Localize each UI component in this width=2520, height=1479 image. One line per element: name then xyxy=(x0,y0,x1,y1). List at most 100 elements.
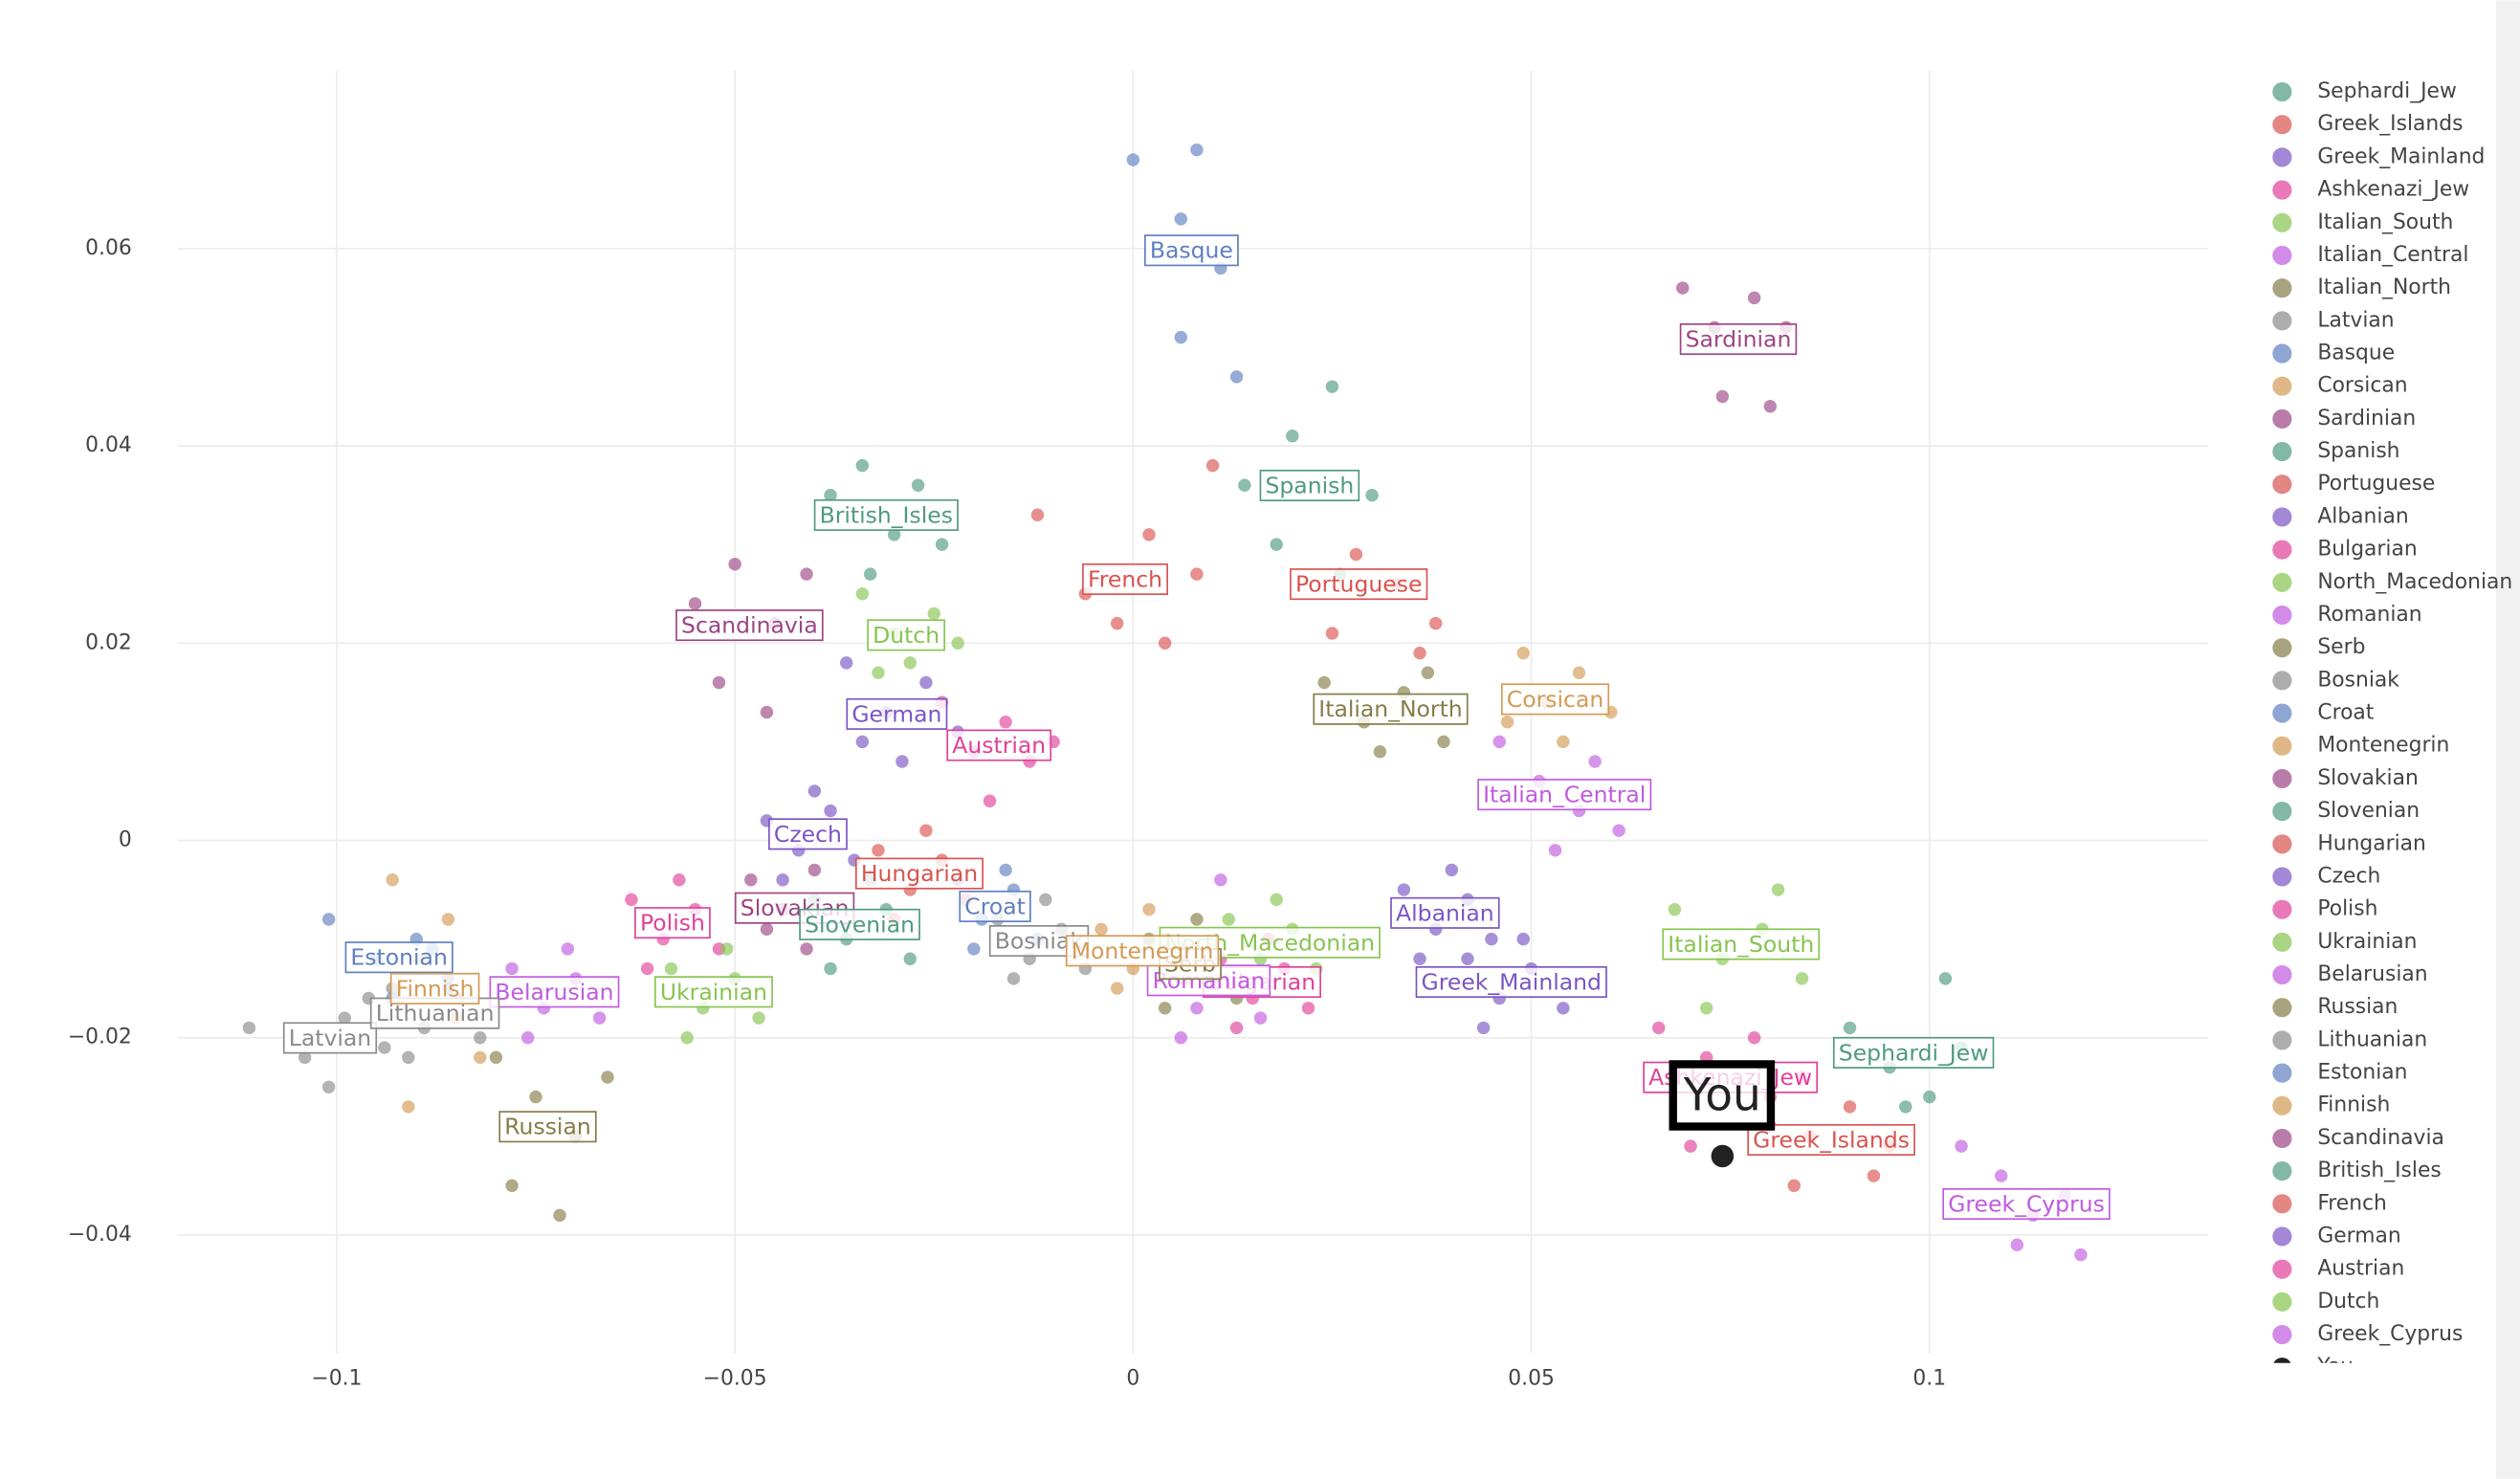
label-box xyxy=(1477,779,1652,811)
data-point xyxy=(1437,735,1450,749)
data-point xyxy=(1349,547,1363,562)
label-box xyxy=(1500,683,1610,716)
label-box xyxy=(799,908,920,940)
cluster-label: Estonian xyxy=(350,944,447,971)
data-point xyxy=(1142,902,1156,916)
label-box xyxy=(675,609,824,642)
legend-label: Croat xyxy=(2317,701,2374,725)
data-point xyxy=(402,1050,415,1065)
data-point xyxy=(2074,1247,2088,1262)
data-point xyxy=(1270,893,1283,907)
legend-marker xyxy=(2272,475,2292,495)
cluster-label: Scandinavia xyxy=(681,612,818,639)
legend-marker xyxy=(2272,802,2292,822)
x-tick-label: 0.05 xyxy=(1508,1367,1555,1391)
legend-marker xyxy=(2272,736,2292,756)
data-point xyxy=(520,1031,535,1045)
data-point xyxy=(1675,281,1690,295)
data-point xyxy=(1938,972,1953,985)
legend-marker xyxy=(2272,671,2292,691)
legend-label: Greek_Cyprus xyxy=(2317,1322,2463,1346)
data-point xyxy=(298,1050,312,1065)
label-box xyxy=(846,697,948,730)
data-point xyxy=(712,675,726,690)
y-tick-label: −0.04 xyxy=(68,1223,132,1247)
data-point xyxy=(1867,1169,1881,1182)
data-point xyxy=(1500,716,1514,729)
legend-label: Austrian xyxy=(2317,1257,2404,1281)
data-point xyxy=(1699,1002,1713,1015)
legend-marker xyxy=(2272,1095,2292,1115)
legend-marker xyxy=(2272,376,2292,396)
cluster-label: British_Isles xyxy=(820,501,953,528)
data-point xyxy=(1190,913,1204,926)
label-box xyxy=(959,890,1031,922)
legend-label: Estonian xyxy=(2317,1061,2407,1085)
label-box xyxy=(282,1022,378,1054)
legend-label: Sephardi_Jew xyxy=(2317,79,2457,103)
x-tick-label: 0 xyxy=(1126,1367,1139,1391)
legend-marker xyxy=(2273,1358,2291,1363)
data-point xyxy=(1039,893,1052,907)
data-point xyxy=(321,913,336,926)
y-tick-label: 0.06 xyxy=(85,236,132,260)
legend-marker xyxy=(2272,1291,2292,1312)
data-point xyxy=(1325,380,1339,393)
data-point xyxy=(1030,508,1045,521)
data-point xyxy=(1110,982,1124,995)
legend-marker xyxy=(2272,540,2292,560)
data-point xyxy=(553,1208,566,1223)
cluster-label: Portuguese xyxy=(1295,571,1422,598)
legend-marker xyxy=(2272,343,2292,364)
data-point xyxy=(1516,932,1530,946)
points xyxy=(242,143,2088,1262)
you-label: You xyxy=(1683,1069,1761,1121)
data-point xyxy=(441,913,455,926)
label-box xyxy=(1679,323,1798,356)
label-box xyxy=(1259,469,1360,502)
legend-marker xyxy=(2272,867,2292,887)
data-point xyxy=(999,863,1012,877)
data-point xyxy=(927,607,940,621)
data-point xyxy=(1572,666,1586,679)
data-point xyxy=(378,1041,391,1054)
label-box xyxy=(768,818,848,850)
data-point xyxy=(505,1179,519,1193)
legend-label: Russian xyxy=(2317,995,2398,1019)
legend-marker xyxy=(2272,1226,2292,1247)
data-point xyxy=(1238,478,1251,492)
data-point xyxy=(2010,1238,2024,1251)
data-point xyxy=(1588,755,1602,768)
legend-label: Ukrainian xyxy=(2317,930,2417,954)
data-point xyxy=(1843,1021,1857,1035)
data-point xyxy=(1413,952,1426,965)
cluster-label: Basque xyxy=(1150,237,1233,264)
legend-marker xyxy=(2272,311,2292,331)
cluster-label: Greek_Mainland xyxy=(1422,969,1602,996)
data-point xyxy=(887,528,901,541)
label-box xyxy=(1942,1188,2111,1221)
cluster-label: Czech xyxy=(774,821,842,848)
data-point xyxy=(1923,1090,1936,1104)
data-point xyxy=(1747,291,1761,305)
cluster-label: Italian_South xyxy=(1668,931,1814,958)
legend-label: Serb xyxy=(2317,635,2365,659)
label-box xyxy=(854,857,984,890)
cluster-label: Greek_Islands xyxy=(1753,1127,1910,1154)
data-point xyxy=(1612,824,1625,837)
legend-label: German xyxy=(2317,1224,2400,1247)
legend-marker xyxy=(2272,605,2292,626)
label-box xyxy=(1747,1123,1915,1157)
data-point xyxy=(1229,370,1244,384)
x-tick-label: −0.1 xyxy=(311,1367,362,1391)
data-point xyxy=(895,755,909,768)
data-point xyxy=(1994,1169,2008,1182)
data-point xyxy=(1205,458,1220,473)
legend-label: Basque xyxy=(2317,342,2395,365)
legend-label: Polish xyxy=(2317,897,2377,921)
data-point xyxy=(1445,863,1459,877)
data-point xyxy=(242,1021,256,1035)
cluster-label: Slovenian xyxy=(805,911,915,938)
data-point xyxy=(529,1090,542,1104)
x-tick-label: −0.05 xyxy=(703,1367,767,1391)
